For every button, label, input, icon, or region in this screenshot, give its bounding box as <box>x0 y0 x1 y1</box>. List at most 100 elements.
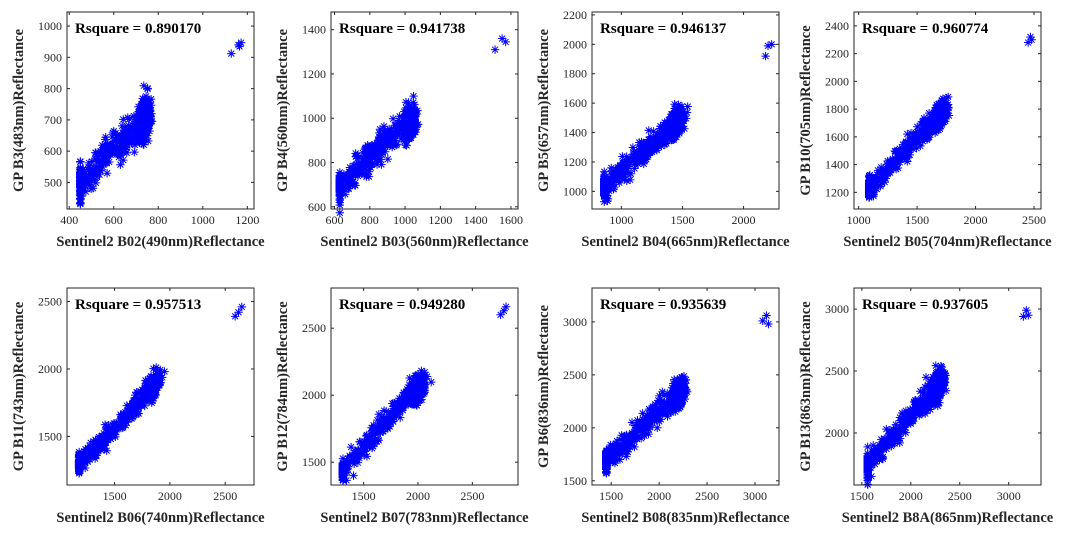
data-points <box>600 40 776 206</box>
data-point <box>883 166 893 175</box>
data-point <box>339 170 349 179</box>
data-point <box>630 160 639 169</box>
data-point <box>129 128 138 138</box>
data-point <box>400 389 409 399</box>
data-point <box>381 407 391 416</box>
data-point <box>389 139 399 149</box>
data-point <box>136 399 145 408</box>
data-point <box>117 131 127 140</box>
data-point <box>335 198 345 207</box>
data-point <box>916 134 926 144</box>
data-points <box>338 302 511 485</box>
data-point <box>81 444 90 454</box>
data-point <box>367 150 377 159</box>
data-point <box>344 184 354 193</box>
axes-box <box>591 11 780 210</box>
data-point <box>76 182 85 192</box>
data-point <box>622 176 631 186</box>
x-tick-label: 1000 <box>847 213 871 227</box>
data-point <box>360 446 369 455</box>
data-point <box>96 442 106 452</box>
data-point <box>905 136 915 146</box>
data-point <box>384 134 393 143</box>
data-point <box>901 137 911 146</box>
data-point <box>87 184 96 193</box>
data-point <box>607 163 616 173</box>
data-point <box>102 168 112 178</box>
data-point <box>401 400 410 410</box>
data-point <box>85 448 95 457</box>
data-point <box>662 139 671 148</box>
data-point <box>427 377 436 387</box>
data-point <box>358 156 368 166</box>
data-point <box>935 111 945 120</box>
data-point <box>76 187 85 196</box>
data-point <box>603 194 613 204</box>
y-axis-label: GP B4(560nm)Reflectance <box>275 28 291 192</box>
data-point <box>944 111 954 120</box>
data-point <box>618 152 627 161</box>
y-tick-label: 2500 <box>38 294 62 308</box>
data-point <box>616 170 625 179</box>
data-point <box>931 125 940 135</box>
data-point <box>130 147 139 157</box>
data-point <box>668 118 677 127</box>
y-tick-label: 800 <box>44 82 62 96</box>
data-point <box>924 108 934 118</box>
data-point <box>94 434 104 444</box>
data-point <box>104 420 113 430</box>
y-tick-label: 700 <box>44 113 62 127</box>
data-point <box>377 137 387 146</box>
data-point <box>867 180 876 189</box>
data-point <box>92 168 101 178</box>
data-point <box>374 436 383 445</box>
data-point <box>391 403 400 413</box>
data-point <box>141 100 150 109</box>
outlier-point <box>1027 35 1036 44</box>
data-point <box>680 114 689 123</box>
data-point <box>616 173 626 183</box>
y-tick-label: 1600 <box>825 130 849 144</box>
data-point <box>625 175 635 185</box>
data-point <box>908 144 918 153</box>
x-tick-label: 2500 <box>213 489 237 503</box>
data-point <box>147 109 156 118</box>
data-point <box>102 423 111 433</box>
rsquare-annotation: Rsquare = 0.957513 <box>75 297 201 313</box>
data-point <box>364 172 374 181</box>
y-tick-label: 600 <box>44 144 62 158</box>
data-point <box>137 112 146 122</box>
outlier-point <box>235 42 244 51</box>
data-point <box>151 365 160 375</box>
data-point <box>390 407 400 417</box>
data-point <box>76 177 85 186</box>
data-point <box>139 81 148 90</box>
data-point <box>609 184 618 194</box>
x-tick-label: 1200 <box>428 213 452 227</box>
x-axis-label: Sentinel2 B04(665nm)Reflectance <box>581 234 790 250</box>
data-point <box>667 123 676 132</box>
outlier-point <box>1026 32 1035 42</box>
data-points <box>335 34 510 217</box>
x-tick-label: 1500 <box>670 213 694 227</box>
data-point <box>141 92 151 101</box>
data-point <box>138 94 147 103</box>
data-point <box>360 441 370 450</box>
data-point <box>378 145 387 154</box>
data-point <box>364 152 373 161</box>
data-point <box>90 446 99 455</box>
data-point <box>394 116 403 125</box>
y-tick-label: 1200 <box>563 155 587 169</box>
data-point <box>127 138 136 148</box>
data-point <box>141 383 150 392</box>
data-point <box>340 184 349 194</box>
data-point <box>134 102 143 111</box>
data-point <box>362 162 371 171</box>
data-point <box>132 407 141 417</box>
data-point <box>121 421 130 430</box>
axes-box <box>66 287 255 486</box>
data-point <box>156 365 165 375</box>
data-point <box>88 168 97 177</box>
